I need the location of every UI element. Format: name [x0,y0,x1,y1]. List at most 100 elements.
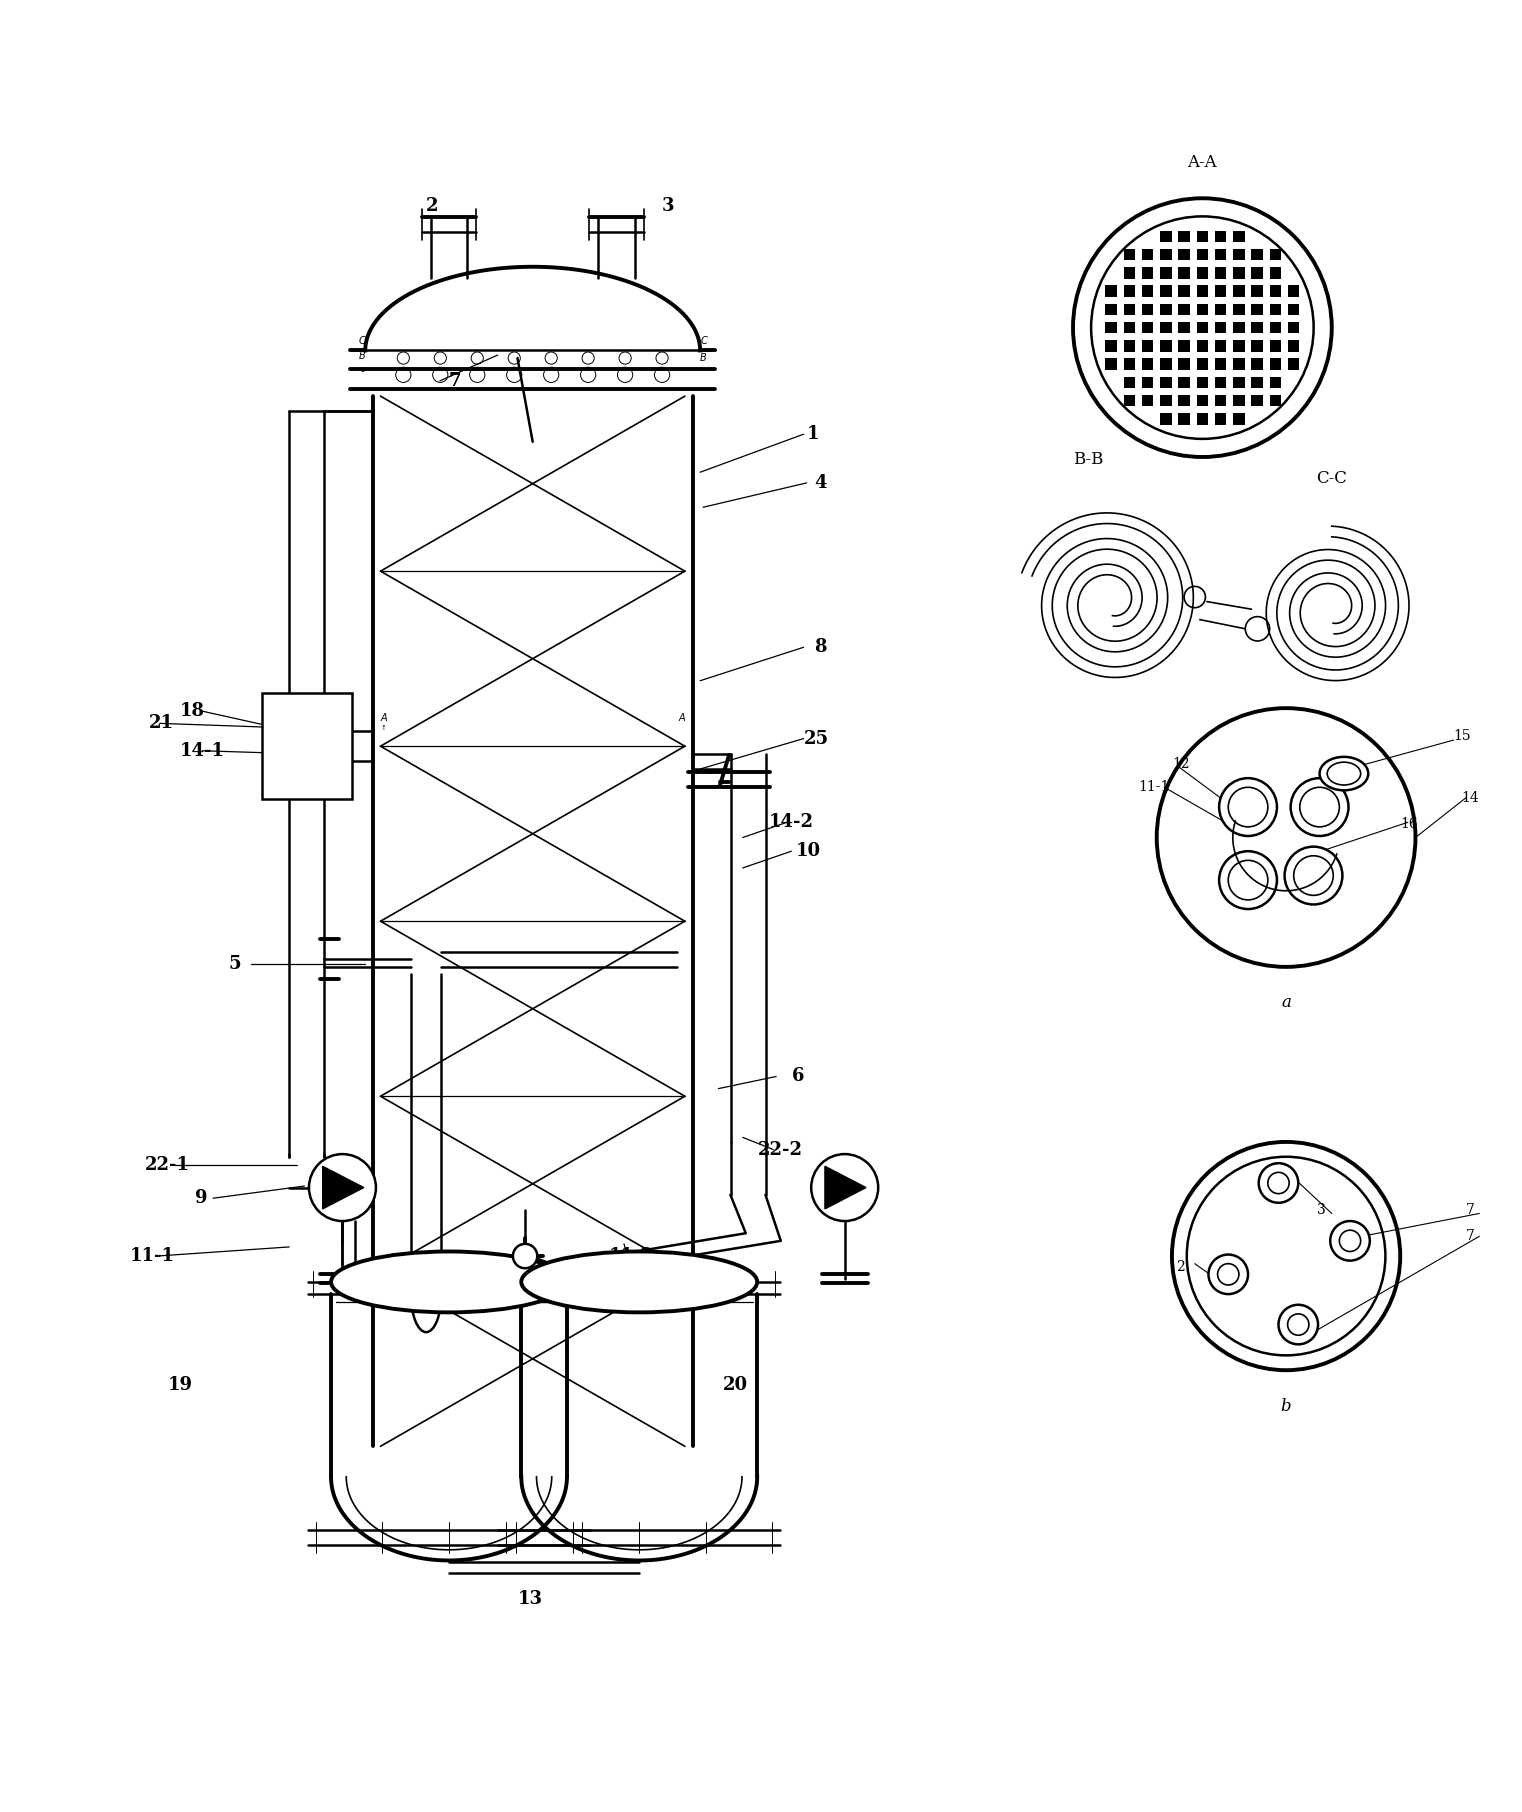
Bar [1251,248,1263,261]
Bar [1196,359,1208,370]
Bar [1105,359,1117,370]
Text: C: C [359,335,365,346]
Bar [1269,377,1282,388]
Bar [1233,304,1245,315]
Circle shape [1228,786,1268,826]
Circle shape [1208,1254,1248,1294]
Text: A-A: A-A [1187,154,1218,170]
Circle shape [1294,855,1333,895]
Bar [1178,248,1190,261]
Text: C-C: C-C [1317,471,1347,487]
Text: 7: 7 [1466,1229,1475,1243]
Bar [1196,248,1208,261]
Bar [1105,284,1117,297]
Bar [1123,248,1135,261]
Bar [1288,304,1300,315]
Bar [1142,266,1154,279]
Circle shape [1259,1163,1298,1203]
Bar [1160,284,1172,297]
Bar [1215,341,1227,352]
Bar [1269,248,1282,261]
Text: 13: 13 [517,1589,542,1607]
Bar [1142,359,1154,370]
Text: 1: 1 [807,426,819,444]
Bar [1196,266,1208,279]
Text: 14: 14 [1461,792,1479,805]
Text: 8: 8 [814,638,826,656]
Bar [1123,341,1135,352]
Ellipse shape [1327,763,1361,785]
Text: 7: 7 [449,371,461,390]
Text: 3: 3 [1317,1203,1326,1218]
Bar [1105,341,1117,352]
Bar [1196,230,1208,243]
Bar [1269,304,1282,315]
Bar [1251,304,1263,315]
Bar [1160,248,1172,261]
Bar [1288,284,1300,297]
Bar [1142,248,1154,261]
Circle shape [1330,1221,1370,1261]
Circle shape [1291,777,1348,835]
Bar [1233,248,1245,261]
Text: C: C [700,335,706,346]
Text: 6: 6 [791,1067,804,1085]
Circle shape [1278,1305,1318,1345]
Text: 25: 25 [804,730,829,748]
Text: 18: 18 [180,703,204,719]
Bar [1233,413,1245,424]
Text: 14-1: 14-1 [180,741,225,759]
Bar [1233,377,1245,388]
Bar [1251,377,1263,388]
Circle shape [811,1154,878,1221]
Circle shape [1228,861,1268,901]
Bar [1215,248,1227,261]
Bar [1178,359,1190,370]
Text: 5: 5 [228,955,240,973]
Text: B: B [700,353,706,362]
Bar [1215,323,1227,333]
Bar [1251,323,1263,333]
Text: A: A [380,714,387,723]
Bar [1269,284,1282,297]
Bar [1160,413,1172,424]
Bar [1269,359,1282,370]
Text: 16: 16 [1400,817,1419,832]
Bar [1196,341,1208,352]
Bar [1215,377,1227,388]
Bar [1178,377,1190,388]
Text: 10: 10 [796,843,822,861]
Circle shape [1285,846,1342,904]
Bar [1160,323,1172,333]
Text: ↑: ↑ [380,725,387,730]
Bar [1251,266,1263,279]
Bar [1215,359,1227,370]
Bar [1142,395,1154,406]
Bar [1160,377,1172,388]
Bar [1251,341,1263,352]
Text: 2: 2 [426,198,438,216]
Bar [1215,266,1227,279]
Text: 1: 1 [361,368,365,373]
Circle shape [1339,1230,1361,1252]
Circle shape [1219,777,1277,835]
Bar [1178,304,1190,315]
Bar [1233,395,1245,406]
Bar [1269,341,1282,352]
Text: b: b [1282,1397,1291,1415]
Bar [1142,341,1154,352]
Text: 11-2: 11-2 [609,1247,654,1265]
Bar [1123,266,1135,279]
Bar [1233,266,1245,279]
Bar [1196,323,1208,333]
Text: 21: 21 [149,714,174,732]
Bar [1142,323,1154,333]
Bar [1160,395,1172,406]
Bar [1178,266,1190,279]
Circle shape [1219,852,1277,910]
Bar [1160,230,1172,243]
Text: 12: 12 [1172,757,1190,772]
Bar [1196,377,1208,388]
Bar [1196,304,1208,315]
Bar [1142,284,1154,297]
